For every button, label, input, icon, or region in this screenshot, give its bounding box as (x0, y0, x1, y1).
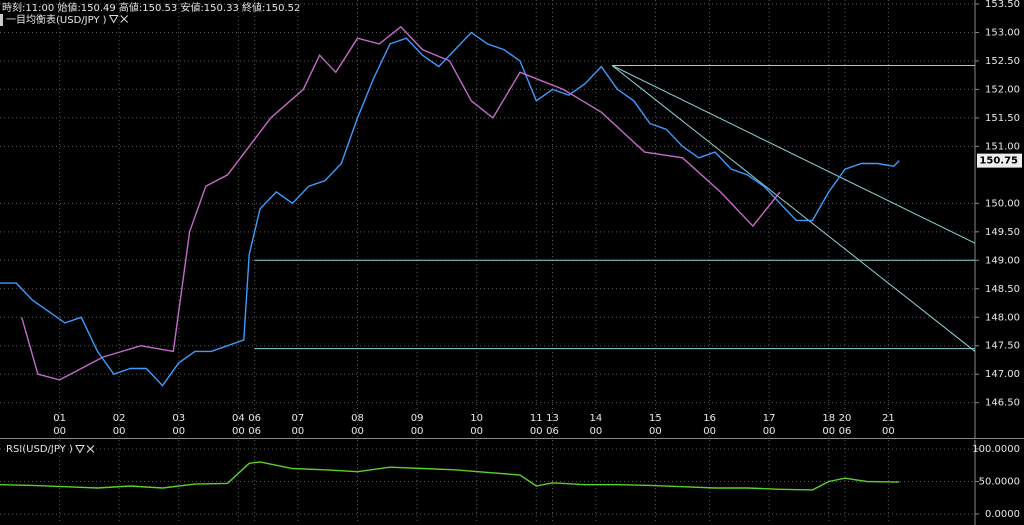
x-tick-label: 16 (703, 413, 716, 424)
y-tick-label: 151.00 (985, 141, 1020, 152)
x-tick-label: 18 (822, 413, 835, 424)
x-tick-label: 20 (839, 413, 852, 424)
panel-title: 一目均衡表(USD/JPY ) (6, 13, 107, 26)
menu-icon (75, 445, 85, 454)
x-tick-sublabel: 00 (763, 426, 776, 437)
y-tick-label: 146.50 (985, 398, 1020, 409)
panel-marker (0, 14, 3, 26)
y-tick-label: 148.00 (985, 312, 1020, 323)
x-tick-sublabel: 00 (292, 426, 305, 437)
x-tick-label: 10 (470, 413, 483, 424)
x-tick-label: 15 (649, 413, 662, 424)
trend-line (611, 65, 976, 244)
y-tick-label: 100.0000 (972, 444, 1020, 455)
x-tick-label: 03 (172, 413, 185, 424)
y-tick-label: 0.0000 (985, 509, 1020, 520)
series-line (21, 25, 781, 381)
y-tick-label: 151.50 (985, 113, 1020, 124)
y-tick-label: 152.50 (985, 56, 1020, 67)
panel-title: RSI(USD/JPY ) (6, 444, 73, 455)
x-tick-label: 17 (763, 413, 776, 424)
series-line (0, 461, 900, 491)
y-tick-label: 50.0000 (979, 476, 1020, 487)
y-tick-label: 147.50 (985, 341, 1020, 352)
x-tick-label: 06 (248, 413, 261, 424)
x-tick-label: 08 (351, 413, 364, 424)
trend-line (611, 65, 976, 352)
ohlc-header: 時刻:11:00 始値:150.49 高値:150.53 安値:150.33 終… (2, 1, 300, 14)
x-tick-label: 13 (546, 413, 559, 424)
y-tick-label: 150.00 (985, 198, 1020, 209)
x-tick-sublabel: 00 (649, 426, 662, 437)
x-tick-sublabel: 00 (53, 426, 66, 437)
x-tick-sublabel: 00 (411, 426, 424, 437)
x-tick-sublabel: 00 (703, 426, 716, 437)
y-tick-label: 153.50 (985, 0, 1020, 10)
x-tick-label: 07 (292, 413, 305, 424)
x-tick-sublabel: 00 (351, 426, 364, 437)
series-line (0, 31, 900, 387)
y-tick-label: 149.50 (985, 227, 1020, 238)
x-tick-label: 04 (232, 413, 245, 424)
x-tick-label: 14 (589, 413, 602, 424)
x-tick-sublabel: 06 (546, 426, 559, 437)
y-tick-label: 147.00 (985, 369, 1020, 380)
x-tick-sublabel: 06 (248, 426, 261, 437)
x-tick-sublabel: 00 (470, 426, 483, 437)
close-icon (86, 445, 95, 453)
x-tick-sublabel: 00 (232, 426, 245, 437)
x-tick-sublabel: 00 (113, 426, 126, 437)
x-tick-sublabel: 00 (882, 426, 895, 437)
x-tick-label: 21 (882, 413, 895, 424)
menu-icon (108, 15, 119, 24)
x-tick-label: 01 (53, 413, 66, 424)
close-icon (120, 15, 129, 23)
price-box (977, 153, 1022, 168)
x-tick-label: 02 (113, 413, 126, 424)
x-tick-label: 09 (411, 413, 424, 424)
x-tick-sublabel: 00 (822, 426, 835, 437)
x-tick-sublabel: 00 (530, 426, 543, 437)
y-tick-label: 149.00 (985, 255, 1020, 266)
x-tick-sublabel: 00 (589, 426, 602, 437)
price-label: 150.75 (979, 156, 1018, 167)
y-tick-label: 148.50 (985, 284, 1020, 295)
x-tick-sublabel: 00 (172, 426, 185, 437)
x-tick-label: 11 (530, 413, 543, 424)
x-tick-sublabel: 06 (839, 426, 852, 437)
y-tick-label: 152.00 (985, 84, 1020, 95)
y-tick-label: 153.00 (985, 27, 1020, 38)
